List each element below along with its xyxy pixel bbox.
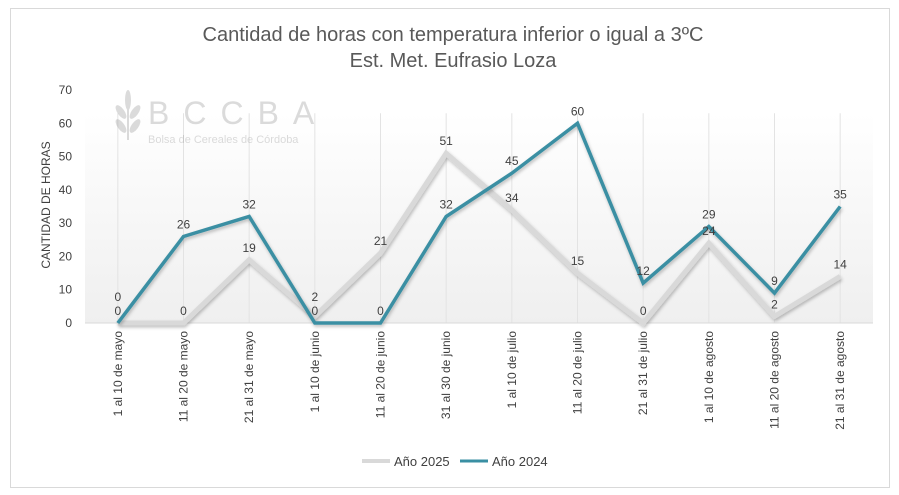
data-label: 34 — [505, 191, 519, 205]
watermark: BCCBA Bolsa de Cereales de Córdoba — [115, 90, 328, 146]
data-label: 14 — [833, 257, 847, 271]
watermark-text: Bolsa de Cereales de Córdoba — [148, 134, 299, 146]
y-tick-label: 50 — [59, 150, 73, 164]
x-tick-label: 21 al 31 de agosto — [833, 331, 847, 430]
legend-label: Año 2025 — [394, 454, 450, 469]
data-label: 0 — [114, 304, 121, 318]
data-label: 0 — [114, 290, 121, 304]
wheat-logo-icon — [115, 90, 141, 140]
y-tick-label: 40 — [59, 183, 73, 197]
x-tick-label: 1 al 10 de mayo — [111, 331, 125, 417]
x-tick-label: 21 al 31 de mayo — [242, 331, 256, 423]
data-label: 12 — [636, 264, 650, 278]
data-label: 21 — [374, 234, 388, 248]
chart-frame — [10, 8, 890, 488]
data-label: 24 — [702, 224, 716, 238]
x-tick-label: 11 al 20 de junio — [374, 331, 388, 419]
x-tick-label: 11 al 20 de agosto — [768, 331, 782, 429]
watermark-logo: BCCBA — [148, 95, 328, 131]
data-label: 19 — [242, 241, 256, 255]
series-line-2025 — [117, 149, 842, 327]
data-label: 32 — [242, 197, 256, 211]
y-tick-label: 60 — [59, 116, 73, 130]
x-tick-label: 1 al 10 de julio — [505, 331, 519, 409]
data-label: 2 — [311, 290, 318, 304]
data-label: 2 — [771, 297, 778, 311]
data-label: 35 — [833, 188, 847, 202]
x-tick-label: 11 al 20 de julio — [571, 331, 585, 415]
data-label: 0 — [311, 304, 318, 318]
y-tick-label: 0 — [65, 316, 72, 330]
x-tick-label: 11 al 20 de mayo — [177, 331, 191, 422]
chart-subtitle: Est. Met. Eufrasio Loza — [350, 50, 558, 72]
y-tick-label: 20 — [59, 249, 73, 263]
data-label: 0 — [377, 304, 384, 318]
legend: Año 2025 Año 2024 — [362, 454, 548, 469]
legend-label: Año 2024 — [492, 454, 548, 469]
x-tick-label: 1 al 10 de agosto — [702, 331, 716, 423]
data-label: 0 — [180, 304, 187, 318]
y-tick-label: 10 — [59, 283, 73, 297]
series-line-2024 — [116, 120, 842, 325]
x-tick-label: 21 al 31 de julio — [636, 331, 650, 415]
data-label: 51 — [439, 134, 453, 148]
data-label: 32 — [439, 197, 453, 211]
chart-title: Cantidad de horas con temperatura inferi… — [203, 24, 704, 46]
data-label: 0 — [640, 304, 647, 318]
x-tick-label: 1 al 10 de junio — [308, 331, 322, 413]
data-label: 60 — [571, 104, 585, 118]
data-label: 29 — [702, 207, 716, 221]
x-tick-label: 31 al 30 de junio — [439, 331, 453, 419]
data-label: 45 — [505, 154, 519, 168]
y-tick-label: 70 — [59, 83, 73, 97]
y-axis-label: CANTIDAD DE HORAS — [39, 141, 53, 268]
data-label: 15 — [571, 254, 585, 268]
data-label: 26 — [177, 217, 191, 231]
data-label: 9 — [771, 274, 778, 288]
y-tick-label: 30 — [59, 216, 73, 230]
